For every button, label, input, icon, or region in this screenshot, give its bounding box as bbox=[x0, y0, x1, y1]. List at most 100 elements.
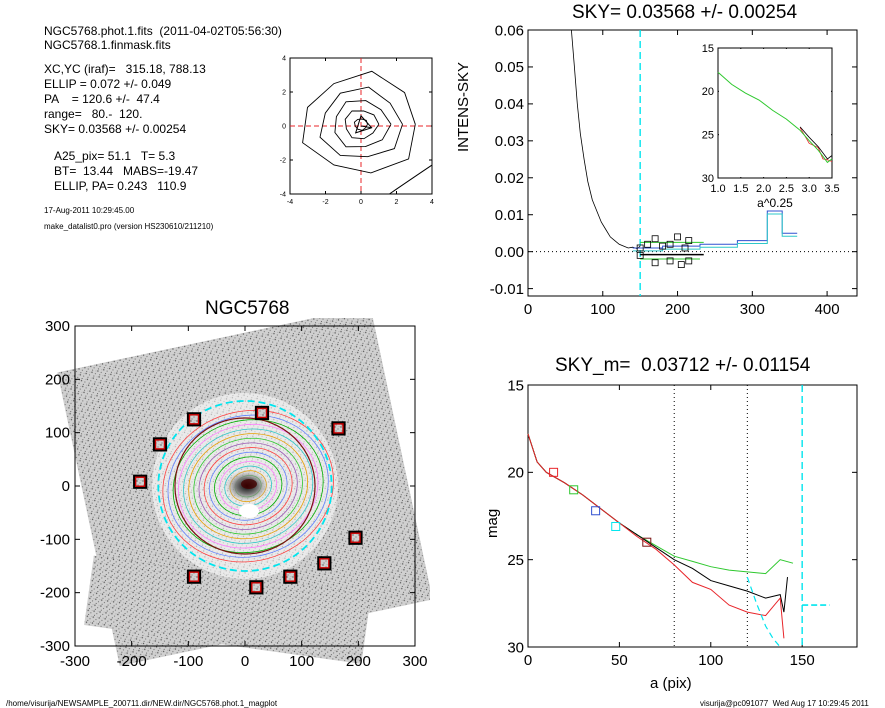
isophote bbox=[208, 451, 288, 521]
date-line: 17-Aug-2011 10:29:45.00 bbox=[44, 206, 135, 215]
x-tick-label: 100 bbox=[289, 653, 314, 670]
file-line: NGC5768.phot.1.fits (2011-04-02T05:56:30… bbox=[44, 24, 282, 38]
y-tick-label: 0.00 bbox=[495, 244, 524, 261]
sky-square bbox=[651, 259, 659, 267]
y-tick-label: 15 bbox=[702, 43, 714, 55]
sky-box bbox=[188, 414, 200, 425]
mag-series-black bbox=[527, 433, 788, 613]
x-tick-label: 0 bbox=[241, 653, 249, 670]
y-tick-label: 20 bbox=[507, 465, 524, 482]
sky-box bbox=[256, 407, 268, 419]
y-tick-label: 2 bbox=[282, 89, 286, 96]
x-tick-label: 0 bbox=[359, 199, 363, 206]
y-tick-label: 0.06 bbox=[495, 22, 524, 39]
mag-series-cyan bbox=[746, 576, 781, 648]
sky-square bbox=[636, 244, 644, 252]
x-tick-label: 50 bbox=[611, 652, 628, 669]
sky-square bbox=[666, 257, 674, 265]
isophote bbox=[198, 442, 298, 530]
sky-square bbox=[651, 235, 659, 243]
y-tick-label: 20 bbox=[702, 86, 714, 98]
mag-title: SKY_m= 0.03712 +/- 0.01154 bbox=[555, 355, 811, 376]
y-tick-label: 25 bbox=[507, 552, 524, 569]
inset-green bbox=[717, 71, 833, 164]
sky-chart: 0 100 200 300 400 -0.01 0.00 0.01 0.02 0.03 0.04 0.… bbox=[490, 22, 858, 318]
y-tick-label: -300 bbox=[40, 638, 70, 655]
isophote-marker bbox=[569, 485, 579, 495]
y-tick-label: -2 bbox=[280, 157, 286, 164]
masked-star bbox=[239, 504, 259, 518]
x-tick-label: 3.0 bbox=[802, 183, 817, 195]
mag-chart: 0 50 100 150 15 20 25 30 bbox=[507, 377, 858, 669]
intensity-profile bbox=[571, 29, 641, 250]
plot-frame bbox=[527, 29, 858, 297]
galaxy-title: NGC5768 bbox=[205, 298, 290, 319]
x-tick-label: 3.5 bbox=[824, 183, 839, 195]
x-tick-label: -200 bbox=[117, 653, 147, 670]
y-tick-label: 0 bbox=[62, 478, 70, 495]
isophote bbox=[172, 419, 324, 554]
x-tick-label: 100 bbox=[698, 652, 723, 669]
sky-square bbox=[666, 240, 674, 248]
y-tick-label: 0 bbox=[282, 123, 286, 130]
y-tick-label: -4 bbox=[280, 191, 286, 198]
param-line: range= 80.- 120. bbox=[44, 107, 143, 121]
inset-bg bbox=[719, 49, 831, 177]
mag-series-red bbox=[527, 433, 785, 639]
y-tick-label: -200 bbox=[40, 585, 70, 602]
y-tick-label: 0.03 bbox=[495, 133, 524, 150]
isophote bbox=[167, 414, 329, 558]
sky-box bbox=[154, 439, 166, 450]
y-tick-label: 30 bbox=[507, 639, 524, 656]
y-tick-label: 4 bbox=[282, 55, 286, 62]
program-line: make_datalist0.pro (version HS230610/211… bbox=[44, 222, 214, 231]
x-tick-label: 4 bbox=[430, 199, 434, 206]
inset-black bbox=[799, 126, 833, 160]
isophote bbox=[188, 433, 309, 540]
contour-level bbox=[344, 110, 380, 140]
x-tick-label: 150 bbox=[790, 652, 815, 669]
sky-square bbox=[685, 237, 693, 244]
isophote bbox=[203, 447, 293, 526]
y-tick-label: 25 bbox=[702, 130, 714, 142]
isophote bbox=[183, 428, 314, 544]
x-tick-label: 100 bbox=[590, 301, 615, 318]
sky-box bbox=[319, 558, 330, 569]
isophote-marker bbox=[549, 467, 559, 477]
sky-title: SKY= 0.03568 +/- 0.00254 bbox=[572, 2, 798, 23]
isophote-marker bbox=[591, 506, 601, 516]
contour-chart: -4 -2 0 2 4 -4 -2 0 2 4 bbox=[280, 55, 434, 206]
footer-user: visurija@pc091077 Wed Aug 17 10:29:45 20… bbox=[700, 699, 869, 708]
x-tick-label: 2.5 bbox=[779, 183, 794, 195]
contour-level bbox=[302, 70, 416, 174]
sky-box bbox=[285, 571, 296, 582]
mask-line: NGC5768.1.finmask.fits bbox=[44, 38, 171, 52]
y-tick-label: 0.05 bbox=[495, 59, 524, 76]
sky-square bbox=[636, 251, 644, 259]
sky-square bbox=[659, 242, 666, 250]
plot-frame bbox=[717, 47, 833, 179]
isophote bbox=[193, 437, 303, 535]
inner-ellipse bbox=[174, 417, 316, 555]
x-tick-label: -100 bbox=[173, 653, 203, 670]
y-tick-label: 15 bbox=[507, 377, 524, 394]
y-tick-label: 0.02 bbox=[495, 170, 524, 187]
sky-square bbox=[685, 257, 693, 265]
y-tick-label: 200 bbox=[45, 371, 70, 388]
result-line: A25_pix= 51.1 T= 5.3 bbox=[54, 149, 176, 163]
sky-square bbox=[644, 240, 652, 248]
y-tick-label: 0.01 bbox=[495, 207, 524, 224]
result-line: BT= 13.44 MABS=-19.47 bbox=[54, 164, 199, 178]
y-tick-label: 0.04 bbox=[495, 96, 524, 113]
y-tick-label: -100 bbox=[40, 531, 70, 548]
sky-square bbox=[677, 261, 685, 268]
contour-core bbox=[354, 114, 373, 134]
param-line: XC,YC (iraf)= 315.18, 788.13 bbox=[44, 62, 206, 76]
y-tick-label: 30 bbox=[702, 173, 714, 185]
x-tick-label: -2 bbox=[322, 199, 328, 206]
contour-outer-arc bbox=[389, 164, 433, 195]
x-tick-label: -4 bbox=[287, 199, 293, 206]
sky-box bbox=[188, 571, 200, 582]
inset-xlabel: a^0.25 bbox=[757, 196, 793, 210]
mag-xlabel: a (pix) bbox=[650, 675, 692, 692]
